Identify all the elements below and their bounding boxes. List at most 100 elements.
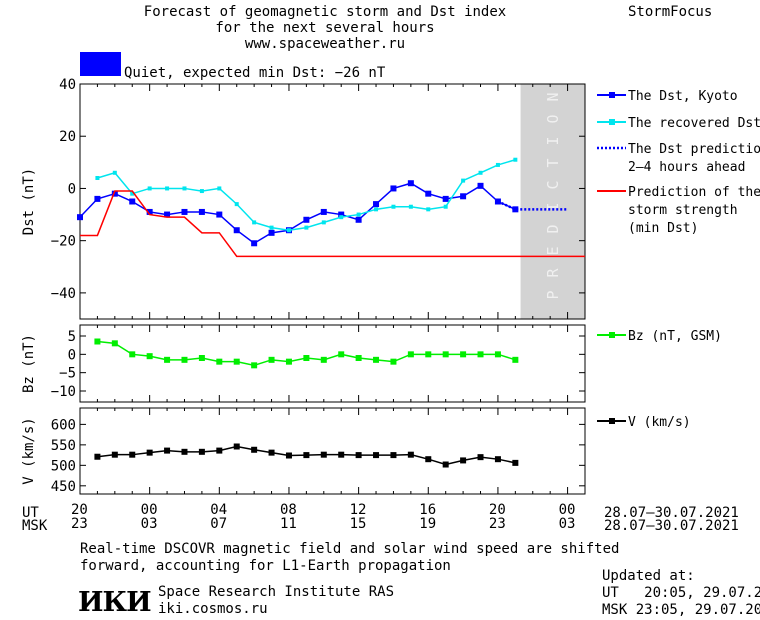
prediction-shade	[520, 84, 585, 319]
data-point-recovered	[234, 202, 239, 207]
data-point-dst	[181, 208, 188, 215]
data-point-recovered	[304, 225, 309, 230]
data-point-dst	[268, 229, 275, 236]
updated-label: Updated at:	[602, 568, 695, 584]
data-point-dst	[320, 208, 327, 215]
y-tick-label: −40	[51, 286, 76, 302]
msk-tick-label: 23	[488, 516, 506, 532]
data-point-dst	[77, 214, 83, 221]
legend-marker-bz	[609, 332, 615, 338]
msk-tick-label: 03	[140, 516, 158, 532]
data-point-bz	[320, 356, 327, 363]
data-point-bz	[233, 358, 240, 365]
data-point-recovered	[391, 204, 396, 209]
msk-tick-label: 07	[210, 516, 228, 532]
data-point-v	[285, 452, 292, 459]
legend-label-recovered: The recovered Dst	[628, 116, 760, 131]
data-point-bz	[129, 351, 136, 358]
data-point-recovered	[286, 228, 291, 233]
data-point-bz	[164, 356, 171, 363]
data-point-v	[407, 451, 414, 458]
chart-title-line2: for the next several hours	[215, 20, 435, 36]
msk-tick-label: 23	[71, 516, 88, 532]
data-point-recovered	[356, 212, 361, 217]
data-point-bz	[285, 358, 292, 365]
data-point-bz	[373, 356, 380, 363]
panel-frame	[79, 83, 586, 320]
data-point-dst	[303, 216, 310, 223]
legend-marker-dst	[609, 92, 615, 98]
data-point-recovered	[443, 204, 448, 209]
data-point-dst	[390, 185, 397, 192]
ut-tick-label: 00	[140, 502, 158, 518]
data-point-dst	[407, 180, 414, 187]
legend-label-storm: Prediction of the	[628, 185, 760, 200]
y-tick-label: 500	[51, 458, 76, 474]
legend-marker-v	[609, 418, 615, 424]
data-point-bz	[303, 355, 310, 361]
y-tick-label: −10	[51, 384, 76, 400]
series-line-dst	[79, 182, 516, 245]
data-point-recovered	[321, 220, 326, 225]
data-point-bz	[477, 351, 484, 358]
data-point-dst	[164, 211, 171, 218]
y-tick-label: 5	[68, 329, 76, 345]
data-point-v	[494, 456, 501, 463]
institute-site: iki.cosmos.ru	[158, 601, 268, 617]
prediction-label-letter: I	[544, 202, 562, 211]
data-point-v	[129, 451, 136, 458]
data-point-recovered	[269, 225, 274, 230]
series-line-prediction	[497, 200, 568, 211]
data-point-recovered	[252, 220, 257, 225]
prediction-label-letter: T	[544, 158, 562, 167]
data-point-dst	[111, 190, 118, 197]
chart-title-line1: Forecast of geomagnetic storm and Dst in…	[143, 4, 507, 20]
data-point-recovered	[217, 186, 222, 191]
data-point-v	[512, 459, 519, 466]
status-text: Quiet, expected min Dst: −26 nT	[124, 65, 386, 81]
data-point-recovered	[199, 189, 204, 194]
prediction-label-letter: E	[544, 246, 562, 255]
data-point-dst	[94, 195, 101, 202]
footer-note-line1: Real-time DSCOVR magnetic field and sola…	[80, 541, 620, 557]
data-point-bz	[146, 353, 153, 360]
data-point-bz	[338, 351, 345, 358]
data-point-v	[164, 447, 171, 454]
updated-ut: UT 20:05, 29.07.2021	[602, 585, 760, 601]
data-point-bz	[94, 338, 101, 345]
data-point-dst	[373, 201, 380, 208]
data-point-v	[251, 446, 258, 453]
data-point-dst	[442, 195, 449, 202]
y-tick-label: 600	[51, 417, 76, 433]
msk-date-range: 28.07–30.07.2021	[604, 518, 739, 534]
data-point-bz	[425, 351, 432, 358]
y-axis-label: V (km/s)	[21, 417, 37, 484]
updated-msk: MSK 23:05, 29.07.2021	[602, 602, 760, 618]
y-axis-label: Bz (nT)	[21, 334, 37, 393]
prediction-label-letter: D	[544, 224, 562, 233]
data-point-bz	[216, 358, 223, 365]
legend-label-bz: Bz (nT, GSM)	[628, 329, 722, 344]
ut-tick-label: 08	[279, 502, 297, 518]
data-point-bz	[198, 355, 205, 361]
footer-note-line2: forward, accounting for L1-Earth propaga…	[80, 558, 451, 574]
y-tick-label: −5	[59, 366, 76, 382]
data-point-v	[181, 448, 188, 455]
data-point-bz	[355, 355, 362, 361]
legend-label-prediction: 2–4 hours ahead	[628, 160, 745, 175]
data-point-dst	[129, 198, 136, 205]
y-tick-label: 0	[68, 347, 76, 363]
site-url: www.spaceweather.ru	[244, 36, 406, 52]
legend-label-dst: The Dst, Kyoto	[628, 89, 738, 104]
ut-date-range: 28.07–30.07.2021	[604, 505, 739, 521]
data-point-bz	[181, 356, 188, 363]
prediction-label-letter: P	[544, 290, 562, 299]
data-point-recovered	[147, 186, 152, 191]
msk-tick-label: 11	[279, 516, 297, 532]
msk-tick-label: 19	[419, 516, 437, 532]
data-point-v	[216, 447, 223, 454]
data-point-v	[268, 449, 275, 456]
data-point-bz	[111, 340, 118, 347]
legend-label-v: V (km/s)	[628, 415, 691, 430]
